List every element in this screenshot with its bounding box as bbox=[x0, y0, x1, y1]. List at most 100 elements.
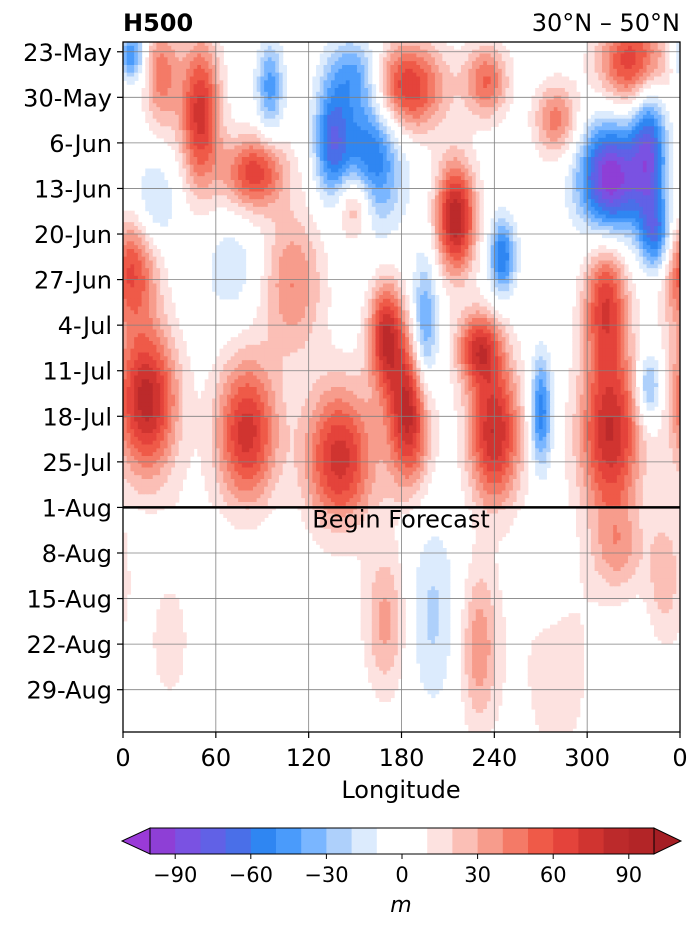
field-cell bbox=[576, 164, 581, 170]
field-cell bbox=[230, 187, 235, 193]
field-cell bbox=[256, 218, 261, 223]
field-cell bbox=[327, 114, 332, 120]
field-cell bbox=[620, 214, 625, 219]
field-cell bbox=[427, 80, 432, 85]
field-cell bbox=[264, 214, 269, 219]
field-cell bbox=[245, 195, 250, 200]
field-cell bbox=[312, 84, 317, 89]
field-cell bbox=[174, 76, 180, 81]
field-cell bbox=[156, 203, 161, 208]
field-cell bbox=[267, 157, 273, 162]
field-cell bbox=[446, 164, 451, 170]
field-cell bbox=[338, 153, 343, 158]
field-cell bbox=[420, 45, 425, 51]
field-cell bbox=[182, 118, 187, 124]
field-cell bbox=[186, 180, 191, 185]
field-cell bbox=[349, 53, 354, 58]
field-cell bbox=[646, 218, 651, 223]
field-cell bbox=[654, 141, 659, 147]
field-cell bbox=[238, 145, 243, 150]
field-cell bbox=[665, 180, 670, 185]
field-cell bbox=[616, 157, 622, 162]
field-cell bbox=[197, 203, 202, 208]
field-cell bbox=[498, 99, 503, 104]
field-cell bbox=[576, 107, 581, 112]
field-cell bbox=[590, 199, 596, 204]
field-cell bbox=[186, 195, 191, 200]
field-cell bbox=[654, 111, 659, 116]
field-cell bbox=[368, 99, 373, 104]
field-cell bbox=[189, 183, 195, 189]
field-cell bbox=[579, 176, 585, 181]
field-cell bbox=[416, 134, 421, 139]
field-cell bbox=[241, 172, 247, 177]
field-cell bbox=[394, 53, 399, 58]
field-cell bbox=[275, 53, 280, 58]
field-cell bbox=[587, 206, 592, 212]
field-cell bbox=[360, 134, 365, 139]
field-cell bbox=[628, 203, 633, 208]
field-cell bbox=[349, 145, 354, 150]
field-cell bbox=[386, 95, 391, 101]
field-cell bbox=[368, 141, 373, 147]
field-cell bbox=[223, 203, 228, 208]
field-cell bbox=[238, 210, 243, 216]
field-cell bbox=[174, 134, 180, 139]
field-cell bbox=[624, 84, 629, 89]
field-cell bbox=[438, 45, 443, 51]
field-cell bbox=[364, 126, 369, 131]
field-cell bbox=[535, 103, 540, 108]
field-cell bbox=[394, 45, 399, 51]
field-cell bbox=[282, 65, 287, 70]
field-cell bbox=[579, 203, 585, 208]
field-cell bbox=[345, 141, 351, 147]
field-cell bbox=[163, 72, 169, 78]
field-cell bbox=[182, 103, 187, 108]
field-cell bbox=[260, 91, 265, 97]
field-cell bbox=[442, 130, 447, 135]
field-cell bbox=[275, 183, 280, 189]
field-cell bbox=[576, 172, 581, 177]
field-cell bbox=[587, 153, 592, 158]
field-cell bbox=[642, 214, 648, 219]
field-cell bbox=[475, 183, 481, 189]
field-cell bbox=[408, 61, 414, 66]
field-cell bbox=[256, 95, 261, 101]
field-cell bbox=[538, 111, 544, 116]
field-cell bbox=[665, 57, 670, 62]
field-cell bbox=[449, 160, 455, 166]
field-cell bbox=[639, 222, 644, 227]
field-cell bbox=[568, 91, 573, 97]
field-cell bbox=[594, 191, 599, 196]
field-cell bbox=[654, 172, 659, 177]
field-cell bbox=[449, 153, 455, 158]
field-cell bbox=[642, 172, 648, 177]
field-cell bbox=[278, 164, 284, 170]
field-cell bbox=[587, 57, 592, 62]
field-cell bbox=[449, 187, 455, 193]
field-cell bbox=[408, 68, 414, 74]
field-cell bbox=[156, 114, 161, 120]
field-cell bbox=[479, 187, 484, 193]
field-cell bbox=[360, 176, 365, 181]
field-cell bbox=[271, 111, 276, 116]
field-cell bbox=[561, 126, 566, 131]
field-cell bbox=[293, 172, 299, 177]
field-cell bbox=[245, 168, 250, 173]
field-cell bbox=[434, 130, 440, 135]
field-cell bbox=[312, 126, 317, 131]
field-cell bbox=[197, 153, 202, 158]
field-cell bbox=[174, 137, 180, 143]
field-cell bbox=[186, 88, 191, 93]
field-cell bbox=[334, 61, 339, 66]
field-cell bbox=[657, 168, 663, 173]
field-cell bbox=[275, 122, 280, 127]
field-cell bbox=[635, 218, 640, 223]
field-cell bbox=[215, 114, 221, 120]
field-cell bbox=[219, 65, 224, 70]
field-cell bbox=[579, 145, 585, 150]
field-cell bbox=[635, 172, 640, 177]
field-cell bbox=[650, 145, 655, 150]
field-cell bbox=[442, 191, 447, 196]
field-cell bbox=[141, 187, 146, 193]
